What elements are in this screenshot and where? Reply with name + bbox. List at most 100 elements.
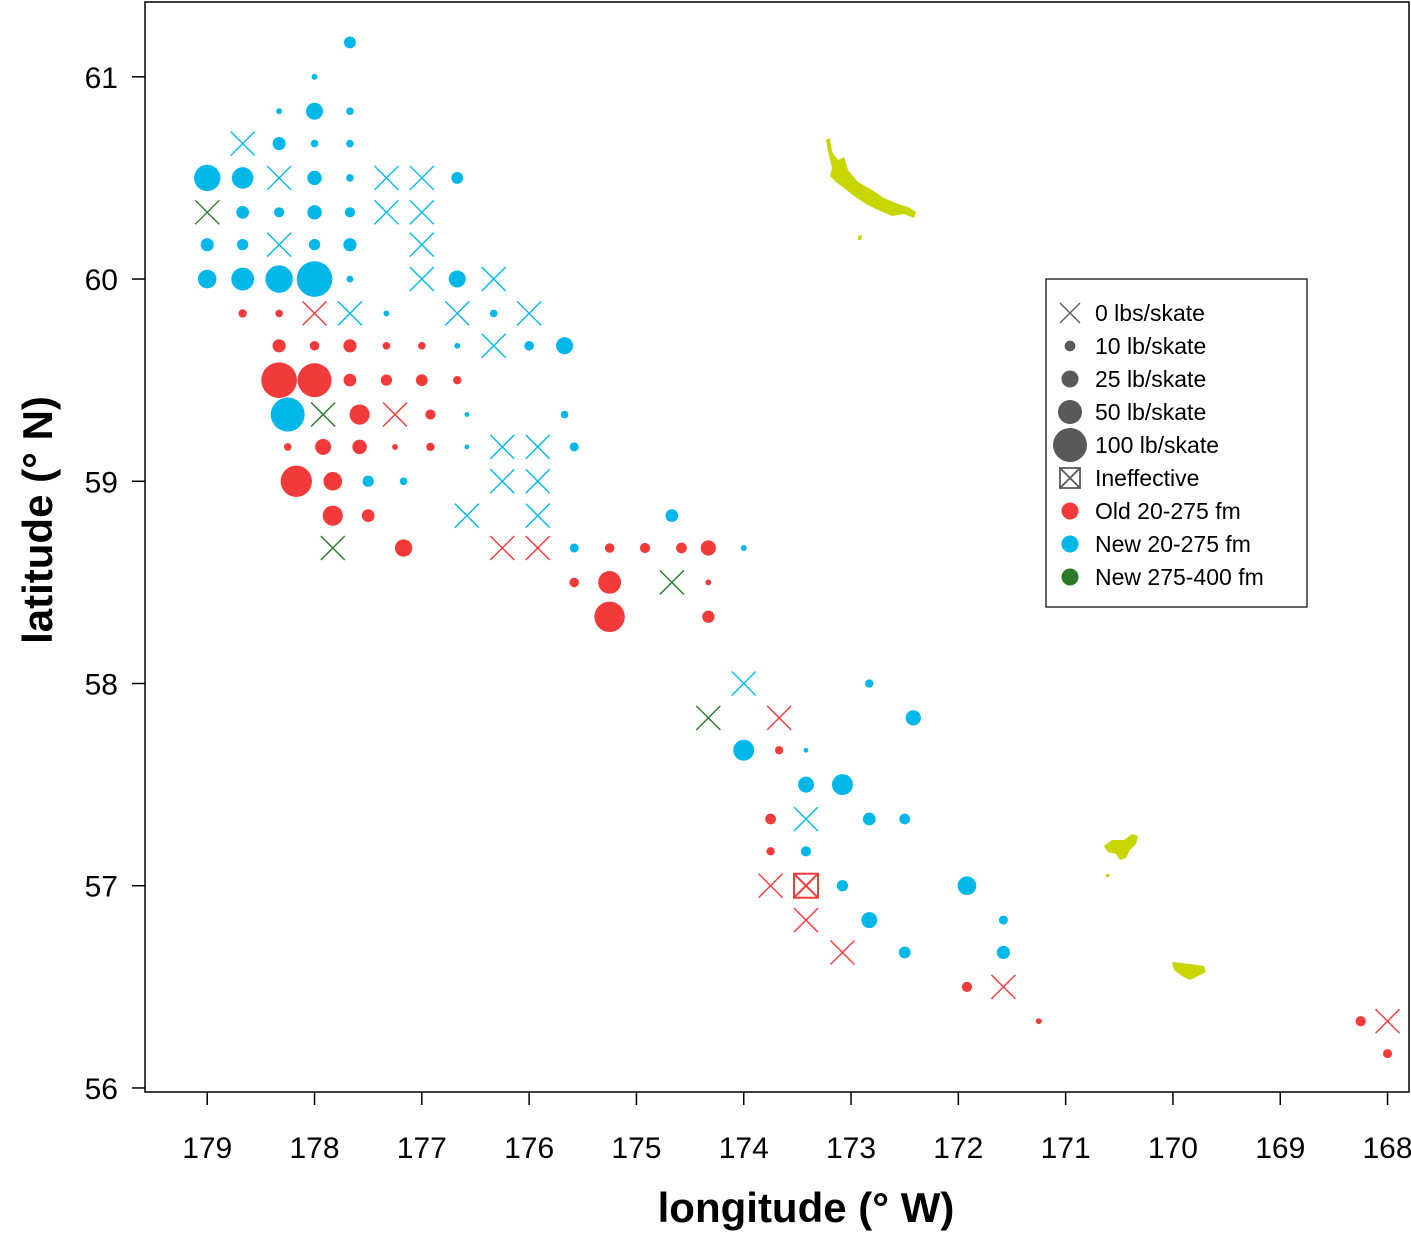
- zero-catch-marker: [489, 434, 515, 460]
- catch-point: [426, 442, 435, 452]
- land-st-paul-island: [1104, 834, 1138, 860]
- zero-catch-marker: [481, 333, 507, 359]
- x-tick-label: 170: [1148, 1132, 1198, 1165]
- catch-point: [346, 107, 354, 116]
- y-axis: 56 57 58 59 60 61: [85, 62, 145, 1106]
- catch-point: [766, 847, 775, 856]
- catch-point: [898, 946, 911, 959]
- zero-catch-marker: [659, 569, 685, 595]
- catch-point: [274, 207, 285, 218]
- catch-point: [283, 443, 292, 451]
- zero-catch-marker: [373, 199, 399, 225]
- catch-point: [236, 205, 250, 219]
- catch-point: [489, 309, 498, 318]
- catch-point: [231, 167, 254, 189]
- zero-catch-marker: [409, 266, 435, 292]
- catch-point: [905, 710, 921, 726]
- legend-size-dot: [1064, 340, 1076, 352]
- legend-label: 100 lb/skate: [1095, 432, 1219, 458]
- legend-label: 25 lb/skate: [1095, 366, 1206, 392]
- catch-point: [307, 170, 322, 186]
- y-tick-label: 61: [85, 62, 118, 95]
- catch-point: [733, 739, 755, 761]
- land-st-matthew-island: [826, 138, 916, 218]
- catch-point: [639, 542, 651, 554]
- catch-point: [569, 577, 580, 588]
- x-axis: 179 178 177 176 175 174 173 172 171 170 169 168: [182, 1092, 1411, 1165]
- x-tick-label: 173: [826, 1132, 876, 1165]
- catch-point: [998, 915, 1008, 925]
- catch-point: [344, 36, 356, 49]
- catch-point: [464, 412, 470, 417]
- catch-point: [194, 164, 221, 192]
- catch-point: [231, 267, 255, 291]
- catch-point: [265, 265, 293, 293]
- catch-point: [352, 439, 367, 455]
- legend-label: Ineffective: [1095, 465, 1199, 491]
- catch-point: [382, 341, 391, 350]
- zero-catch-marker: [373, 165, 399, 191]
- catch-point: [272, 136, 286, 151]
- catch-point: [665, 509, 679, 523]
- x-tick-label: 179: [182, 1132, 232, 1165]
- catch-point: [197, 269, 217, 289]
- zero-catch-marker: [489, 535, 515, 561]
- catch-point: [862, 812, 876, 826]
- catch-point: [598, 570, 622, 594]
- zero-catch-marker: [525, 535, 551, 561]
- legend-label: Old 20-275 fm: [1095, 498, 1241, 524]
- legend-label: 50 lb/skate: [1095, 399, 1206, 425]
- catch-point: [346, 139, 354, 148]
- zero-catch-marker: [266, 232, 292, 258]
- zero-catch-marker: [525, 468, 551, 494]
- zero-catch-marker: [758, 873, 784, 899]
- y-tick-label: 56: [85, 1073, 118, 1106]
- catch-point: [702, 610, 715, 623]
- zero-catch-marker: [481, 266, 507, 292]
- catch-point: [560, 410, 569, 419]
- catch-point: [296, 261, 333, 297]
- zero-catch-marker: [230, 131, 256, 157]
- land-masses: [826, 138, 1206, 980]
- zero-catch-marker: [516, 300, 542, 326]
- zero-catch-marker: [695, 705, 721, 731]
- catch-point: [272, 339, 286, 353]
- zero-catch-marker: [266, 165, 292, 191]
- legend-label: New 275-400 fm: [1095, 564, 1264, 590]
- catch-point: [307, 205, 322, 220]
- catch-point: [362, 475, 374, 487]
- catch-point: [861, 912, 878, 929]
- zero-catch-marker: [409, 165, 435, 191]
- catch-point: [899, 813, 911, 825]
- legend-box: [1045, 278, 1308, 608]
- catch-point: [774, 746, 784, 755]
- legend-ineffective-symbol: [1059, 467, 1081, 489]
- x-tick-label: 169: [1255, 1132, 1305, 1165]
- catch-point: [797, 776, 814, 793]
- x-tick-label: 171: [1041, 1132, 1091, 1165]
- legend-color-dot: [1061, 502, 1079, 520]
- x-tick-label: 172: [933, 1132, 983, 1165]
- land-st-george-island: [1172, 962, 1206, 980]
- catch-point: [280, 465, 312, 497]
- catch-point: [556, 337, 574, 355]
- zero-catch-marker: [525, 503, 551, 529]
- zero-catch-marker: [444, 300, 470, 326]
- catch-point: [383, 310, 390, 317]
- legend-size-dot: [1061, 370, 1079, 388]
- catch-point: [765, 813, 776, 825]
- zero-catch-marker: [302, 300, 328, 326]
- legend-size-dot: [1053, 428, 1087, 462]
- catch-point: [524, 340, 534, 351]
- legend-label: 0 lbs/skate: [1095, 300, 1205, 326]
- zero-catch-marker: [525, 434, 551, 460]
- catch-point: [865, 679, 874, 688]
- x-tick-label: 175: [611, 1132, 661, 1165]
- catch-point: [451, 172, 464, 184]
- catch-point: [315, 438, 332, 455]
- x-tick-label: 176: [504, 1132, 554, 1165]
- zero-catch-marker: [1375, 1008, 1401, 1034]
- catch-point: [800, 846, 812, 857]
- catch-point: [238, 309, 247, 318]
- zero-catch-marker: [409, 232, 435, 258]
